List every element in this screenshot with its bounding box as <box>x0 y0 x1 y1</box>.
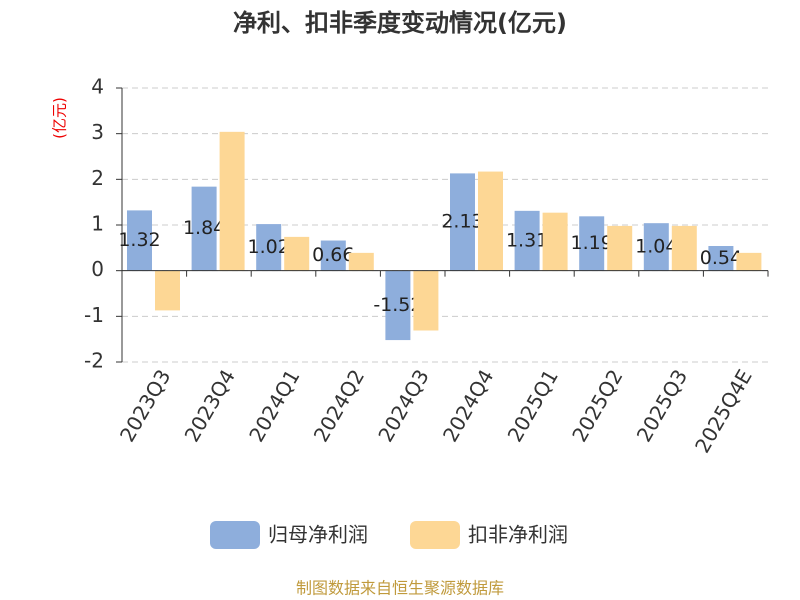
legend-label: 归母净利润 <box>268 523 368 547</box>
y-tick-label: 0 <box>91 257 104 281</box>
x-tick-label: 2025Q1 <box>503 365 563 446</box>
value-label: 1.02 <box>248 236 290 258</box>
x-tick-label: 2025Q4E <box>690 365 757 457</box>
bar <box>413 270 439 331</box>
x-tick-label: 2023Q4 <box>180 365 240 446</box>
y-tick-label: 4 <box>91 75 104 99</box>
chart-title: 净利、扣非季度变动情况(亿元) <box>233 9 567 37</box>
bar <box>478 171 503 271</box>
legend-swatch <box>410 521 460 549</box>
value-label: 1.32 <box>118 229 160 251</box>
bar <box>450 173 475 271</box>
value-label: 1.19 <box>571 232 613 254</box>
y-axis-label: (亿元) <box>51 97 69 139</box>
x-tick-label: 2024Q2 <box>309 365 369 446</box>
bar <box>320 240 346 271</box>
bar <box>542 212 568 271</box>
source-note: 制图数据来自恒生聚源数据库 <box>296 579 504 598</box>
legend-swatch <box>210 521 260 549</box>
value-label: 1.31 <box>506 229 548 251</box>
bar <box>736 252 762 271</box>
value-label: -1.52 <box>373 294 422 316</box>
x-tick-label: 2025Q2 <box>567 365 627 446</box>
x-tick-label: 2025Q3 <box>632 365 692 446</box>
x-tick-label: 2024Q3 <box>373 365 433 446</box>
legend-label: 扣非净利润 <box>468 523 568 547</box>
bar <box>348 252 374 271</box>
value-label: 0.54 <box>700 247 742 269</box>
bar <box>127 210 152 271</box>
x-tick-label: 2024Q1 <box>244 365 304 446</box>
bar <box>219 131 245 271</box>
bar <box>284 236 310 271</box>
value-label: 2.13 <box>441 211 483 233</box>
y-tick-label: -2 <box>84 349 104 373</box>
x-tick-label: 2024Q4 <box>438 365 498 446</box>
bar <box>191 186 217 271</box>
x-tick-label: 2023Q3 <box>115 365 175 446</box>
y-tick-label: -1 <box>84 303 104 327</box>
y-tick-label: 3 <box>91 120 104 144</box>
value-label: 1.84 <box>183 217 225 239</box>
bar <box>708 246 734 271</box>
bar <box>155 270 180 311</box>
bar <box>607 225 633 271</box>
bar <box>256 224 282 271</box>
bar <box>579 216 605 271</box>
bar <box>514 210 540 271</box>
bar <box>385 270 411 341</box>
value-label: 0.66 <box>312 244 354 266</box>
y-tick-label: 2 <box>91 166 104 190</box>
value-label: 1.04 <box>635 235 677 257</box>
bar <box>671 225 697 271</box>
bar <box>643 223 669 271</box>
y-tick-label: 1 <box>91 212 104 236</box>
